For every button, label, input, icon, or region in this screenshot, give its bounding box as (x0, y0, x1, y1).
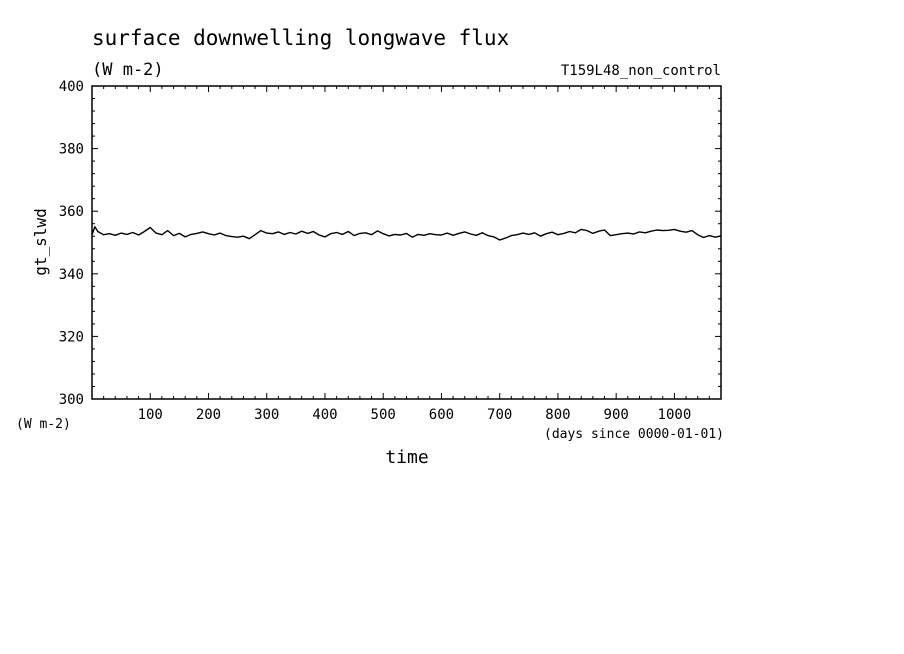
y-tick-label: 300 (59, 392, 84, 408)
x-tick-label: 500 (371, 407, 396, 423)
x-tick-label: 600 (429, 407, 454, 423)
chart-title: surface downwelling longwave flux (92, 26, 509, 50)
x-axis-label: time (385, 447, 428, 468)
y-tick-label: 340 (59, 267, 84, 283)
chart-title-units: (W m-2) (92, 60, 164, 80)
run-label: T159L48_non_control (561, 63, 721, 79)
x-tick-label: 200 (196, 407, 221, 423)
x-tick-label: 100 (138, 407, 163, 423)
x-tick-labels: 100 200 300 400 500 600 700 800 900 1000 (138, 407, 692, 423)
y-axis-label: gt_slwd (31, 208, 50, 275)
x-tick-label: 1000 (658, 407, 692, 423)
y-tick-labels: 300 320 340 360 380 400 (59, 79, 84, 408)
y-units-label: (W m-2) (16, 417, 71, 432)
x-tick-label: 700 (487, 407, 512, 423)
y-tick-label: 400 (59, 79, 84, 95)
x-tick-label: 800 (545, 407, 570, 423)
y-tick-label: 380 (59, 142, 84, 158)
series-line (91, 226, 722, 241)
x-tick-label: 400 (312, 407, 337, 423)
x-tick-label: 300 (254, 407, 279, 423)
axis-ticks (92, 86, 721, 399)
x-tick-label: 900 (604, 407, 629, 423)
y-tick-label: 360 (59, 204, 84, 220)
y-tick-label: 320 (59, 329, 84, 345)
x-units-label: (days since 0000-01-01) (544, 427, 724, 442)
plot-frame (91, 85, 722, 400)
